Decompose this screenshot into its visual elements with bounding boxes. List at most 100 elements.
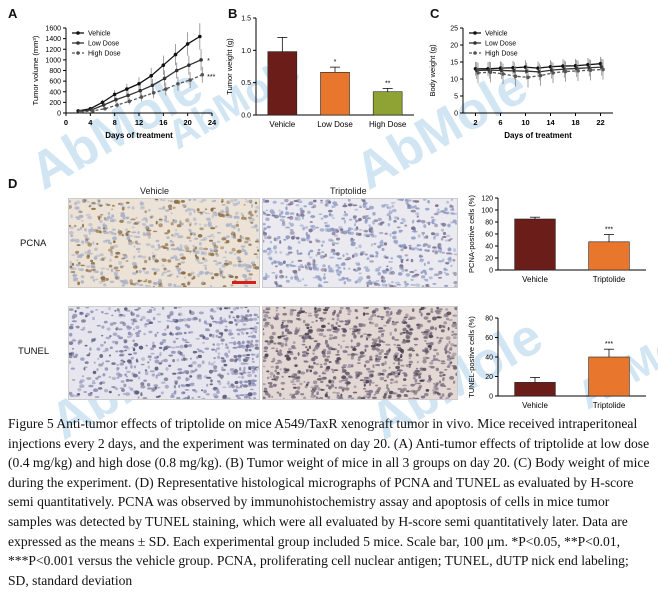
cell-nucleus bbox=[197, 363, 202, 368]
data-point bbox=[114, 97, 118, 102]
row-label-pcna: PCNA bbox=[20, 238, 47, 249]
cell-nucleus bbox=[353, 353, 359, 356]
cell-nucleus bbox=[347, 199, 351, 202]
cell-nucleus bbox=[366, 281, 371, 285]
cell-nucleus bbox=[161, 307, 165, 310]
cell-nucleus bbox=[226, 372, 230, 376]
cell-nucleus bbox=[253, 253, 258, 255]
cell-nucleus bbox=[90, 310, 94, 314]
data-point bbox=[523, 65, 528, 69]
cell-nucleus bbox=[323, 222, 328, 224]
cell-nucleus bbox=[120, 380, 125, 383]
cell-nucleus bbox=[111, 204, 115, 207]
cell-nucleus bbox=[385, 321, 390, 324]
cell-nucleus bbox=[429, 361, 434, 365]
cell-nucleus bbox=[147, 280, 152, 284]
cell-nucleus bbox=[182, 357, 186, 361]
cell-nucleus bbox=[239, 318, 245, 323]
cell-nucleus bbox=[125, 309, 131, 312]
cell-nucleus bbox=[436, 352, 440, 356]
cell-nucleus bbox=[244, 279, 248, 282]
cell-nucleus bbox=[423, 224, 427, 228]
cell-nucleus bbox=[189, 369, 194, 374]
cell-nucleus bbox=[211, 317, 214, 320]
cell-nucleus bbox=[104, 312, 109, 315]
cell-nucleus bbox=[256, 238, 259, 242]
cell-nucleus bbox=[202, 211, 206, 213]
cell-nucleus bbox=[369, 382, 371, 386]
cell-nucleus bbox=[240, 212, 244, 216]
cell-nucleus bbox=[309, 369, 312, 373]
cell-nucleus bbox=[409, 316, 412, 319]
cell-nucleus bbox=[366, 284, 369, 287]
cell-nucleus bbox=[143, 259, 148, 264]
cell-nucleus bbox=[347, 309, 352, 313]
cell-nucleus bbox=[311, 392, 314, 396]
cell-nucleus bbox=[102, 350, 106, 353]
cell-nucleus bbox=[240, 314, 244, 318]
cell-nucleus bbox=[326, 328, 332, 332]
cell-nucleus bbox=[158, 246, 162, 249]
cell-nucleus bbox=[133, 235, 138, 238]
cell-nucleus bbox=[152, 285, 156, 287]
cell-nucleus bbox=[168, 364, 172, 367]
cell-nucleus bbox=[79, 268, 84, 272]
cell-nucleus bbox=[72, 313, 78, 318]
cell-nucleus bbox=[72, 338, 76, 342]
cell-nucleus bbox=[312, 352, 315, 355]
cell-nucleus bbox=[410, 258, 414, 263]
cell-nucleus bbox=[243, 284, 248, 286]
cell-nucleus bbox=[419, 308, 423, 311]
cell-nucleus bbox=[95, 377, 99, 380]
cell-nucleus bbox=[397, 309, 402, 313]
cell-nucleus bbox=[335, 354, 340, 356]
cell-nucleus bbox=[226, 397, 231, 399]
cell-nucleus bbox=[212, 310, 217, 313]
cell-nucleus bbox=[341, 366, 347, 369]
cell-nucleus bbox=[255, 322, 259, 324]
cell-nucleus bbox=[394, 357, 399, 362]
cell-nucleus bbox=[346, 256, 352, 260]
cell-nucleus bbox=[85, 238, 89, 242]
data-point bbox=[185, 42, 190, 46]
x-tick-label: Vehicle bbox=[522, 275, 548, 284]
y-axis-label: Body weight (g) bbox=[428, 44, 437, 97]
cell-nucleus bbox=[196, 375, 199, 379]
cell-nucleus bbox=[381, 279, 384, 283]
cell-nucleus bbox=[189, 239, 192, 242]
cell-nucleus bbox=[135, 217, 139, 219]
cell-nucleus bbox=[141, 357, 145, 361]
cell-nucleus bbox=[447, 223, 451, 228]
cell-nucleus bbox=[100, 213, 104, 216]
cell-nucleus bbox=[111, 214, 115, 218]
cell-nucleus bbox=[411, 247, 415, 250]
cell-nucleus bbox=[164, 328, 167, 331]
cell-nucleus bbox=[83, 391, 87, 393]
cell-nucleus bbox=[323, 215, 329, 217]
cell-nucleus bbox=[121, 388, 125, 392]
cell-nucleus bbox=[104, 367, 109, 371]
cell-nucleus bbox=[449, 237, 453, 240]
cell-nucleus bbox=[393, 381, 396, 384]
cell-nucleus bbox=[186, 207, 192, 212]
cell-nucleus bbox=[339, 320, 344, 323]
cell-nucleus bbox=[135, 358, 138, 363]
cell-nucleus bbox=[442, 373, 446, 377]
cell-nucleus bbox=[225, 210, 229, 214]
cell-nucleus bbox=[96, 368, 99, 372]
cell-nucleus bbox=[220, 357, 225, 360]
cell-nucleus bbox=[167, 204, 173, 209]
cell-nucleus bbox=[69, 226, 75, 229]
cell-nucleus bbox=[432, 250, 435, 253]
cell-nucleus bbox=[85, 307, 89, 309]
cell-nucleus bbox=[210, 208, 214, 212]
cell-nucleus bbox=[429, 345, 432, 350]
cell-nucleus bbox=[163, 377, 169, 382]
cell-nucleus bbox=[384, 232, 388, 235]
cell-nucleus bbox=[244, 277, 249, 280]
cell-nucleus bbox=[422, 245, 426, 247]
cell-nucleus bbox=[185, 250, 190, 252]
cell-nucleus bbox=[166, 314, 171, 318]
cell-nucleus bbox=[201, 199, 207, 202]
